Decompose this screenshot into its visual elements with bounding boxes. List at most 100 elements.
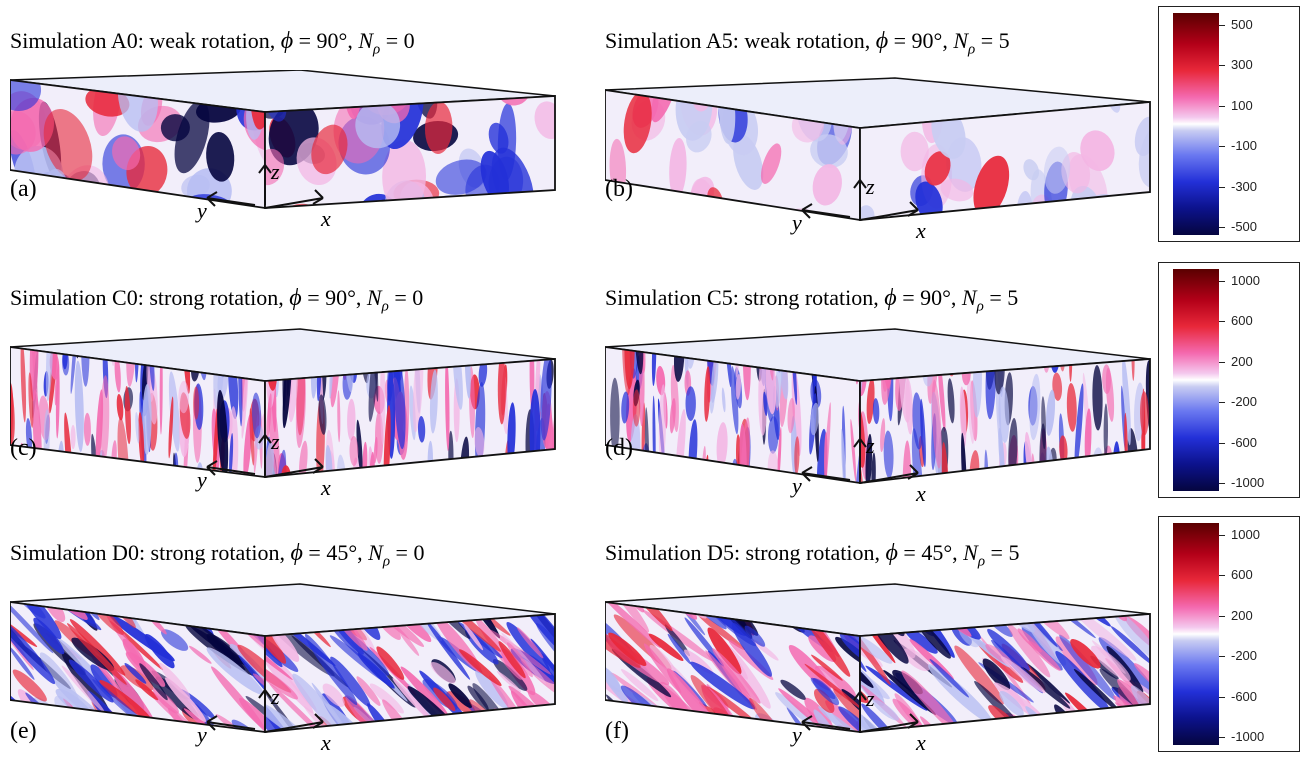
colorbar-tick — [1219, 535, 1225, 536]
simulation-box — [10, 327, 565, 492]
colorbar-gradient — [1173, 523, 1219, 745]
phi-value: = 90°, — [888, 28, 953, 53]
panel-title: Simulation A5: weak rotation, ϕ = 90°, N… — [605, 28, 1010, 58]
simulation-box — [605, 327, 1160, 492]
colorbar-tick — [1219, 737, 1225, 738]
colorbar-tick — [1219, 362, 1225, 363]
n-value: = 5 — [985, 540, 1019, 565]
y-axis-label: y — [792, 210, 802, 236]
title-text: Simulation D0: strong rotation, — [10, 540, 291, 565]
colorbar-tick-label: 100 — [1231, 98, 1253, 113]
colorbar-tick-label: 300 — [1231, 57, 1253, 72]
panel-title: Simulation C5: strong rotation, ϕ = 90°,… — [605, 285, 1018, 315]
x-axis-label: x — [916, 730, 926, 756]
title-text: Simulation A5: weak rotation, — [605, 28, 876, 53]
n-value: = 0 — [389, 285, 423, 310]
title-text: Simulation C0: strong rotation, — [10, 285, 289, 310]
x-axis-label: x — [321, 206, 331, 232]
n-symbol: N — [962, 285, 977, 310]
panel-label: (c) — [10, 435, 37, 462]
colorbar-tick — [1219, 402, 1225, 403]
colorbar-tick — [1219, 443, 1225, 444]
colorbar-tick — [1219, 697, 1225, 698]
colorbar-tick-label: 200 — [1231, 608, 1253, 623]
panel-title: Simulation A0: weak rotation, ϕ = 90°, N… — [10, 28, 415, 58]
n-subscript: ρ — [977, 298, 984, 314]
n-symbol: N — [953, 28, 968, 53]
n-value: = 0 — [390, 540, 424, 565]
y-axis-label: y — [197, 198, 207, 224]
colorbar-tick-label: -600 — [1231, 435, 1257, 450]
z-axis-label: z — [271, 429, 280, 455]
x-axis-label: x — [916, 481, 926, 507]
x-axis-label: x — [321, 475, 331, 501]
title-text: Simulation C5: strong rotation, — [605, 285, 884, 310]
colorbar-tick-label: -300 — [1231, 179, 1257, 194]
colorbar-tick — [1219, 187, 1225, 188]
n-value: = 5 — [975, 28, 1009, 53]
y-axis-label: y — [792, 473, 802, 499]
phi-value: = 90°, — [293, 28, 358, 53]
phi-value: = 45°, — [898, 540, 963, 565]
colorbar-tick-label: 1000 — [1231, 527, 1260, 542]
y-axis-label: y — [792, 722, 802, 748]
colorbar-tick-label: -1000 — [1231, 475, 1264, 490]
phi-symbol: ϕ — [884, 285, 896, 311]
panel-label: (f) — [605, 718, 629, 745]
colorbar-tick-label: 1000 — [1231, 273, 1260, 288]
z-axis-label: z — [866, 433, 875, 459]
panel-title: Simulation D0: strong rotation, ϕ = 45°,… — [10, 540, 424, 570]
simulation-box — [605, 70, 1160, 235]
phi-value: = 90°, — [302, 285, 367, 310]
colorbar-tick-label: -200 — [1231, 394, 1257, 409]
title-text: Simulation D5: strong rotation, — [605, 540, 886, 565]
y-axis-label: y — [197, 467, 207, 493]
z-axis-label: z — [271, 684, 280, 710]
colorbar-tick — [1219, 616, 1225, 617]
z-axis-label: z — [271, 159, 280, 185]
colorbar-tick-label: 600 — [1231, 567, 1253, 582]
x-axis-label: x — [916, 218, 926, 244]
figure-panel-b: Simulation A5: weak rotation, ϕ = 90°, N… — [605, 28, 1165, 253]
colorbar-tick-label: -100 — [1231, 138, 1257, 153]
panel-label: (a) — [10, 176, 37, 203]
colorbar-tick-label: -600 — [1231, 689, 1257, 704]
colorbar-tick — [1219, 656, 1225, 657]
phi-symbol: ϕ — [289, 285, 301, 311]
colorbar-tick — [1219, 227, 1225, 228]
panel-label: (d) — [605, 435, 633, 462]
n-subscript: ρ — [383, 553, 390, 569]
n-symbol: N — [358, 28, 373, 53]
figure-panel-c: Simulation C0: strong rotation, ϕ = 90°,… — [10, 285, 570, 510]
phi-value: = 45°, — [303, 540, 368, 565]
n-symbol: N — [963, 540, 978, 565]
colorbar-tick-label: 600 — [1231, 313, 1253, 328]
colorbar-tick — [1219, 575, 1225, 576]
panel-label: (b) — [605, 176, 633, 203]
title-text: Simulation A0: weak rotation, — [10, 28, 281, 53]
phi-symbol: ϕ — [876, 28, 888, 54]
z-axis-label: z — [866, 174, 875, 200]
n-symbol: N — [367, 285, 382, 310]
n-value: = 0 — [380, 28, 414, 53]
y-axis-label: y — [197, 722, 207, 748]
colorbar-tick — [1219, 25, 1225, 26]
colorbar-gradient — [1173, 269, 1219, 491]
colorbar-tick-label: -500 — [1231, 219, 1257, 234]
colorbar-tick-label: -1000 — [1231, 729, 1264, 744]
colorbar-tick — [1219, 106, 1225, 107]
panel-title: Simulation D5: strong rotation, ϕ = 45°,… — [605, 540, 1019, 570]
colorbar-tick — [1219, 321, 1225, 322]
colorbar-tick — [1219, 65, 1225, 66]
n-subscript: ρ — [978, 553, 985, 569]
phi-symbol: ϕ — [281, 28, 293, 54]
n-value: = 5 — [984, 285, 1018, 310]
colorbar-tick — [1219, 483, 1225, 484]
panel-label: (e) — [10, 718, 37, 745]
n-subscript: ρ — [382, 298, 389, 314]
simulation-box — [10, 582, 565, 747]
figure-panel-e: Simulation D0: strong rotation, ϕ = 45°,… — [10, 540, 570, 765]
simulation-box — [605, 582, 1160, 747]
z-axis-label: z — [866, 686, 875, 712]
